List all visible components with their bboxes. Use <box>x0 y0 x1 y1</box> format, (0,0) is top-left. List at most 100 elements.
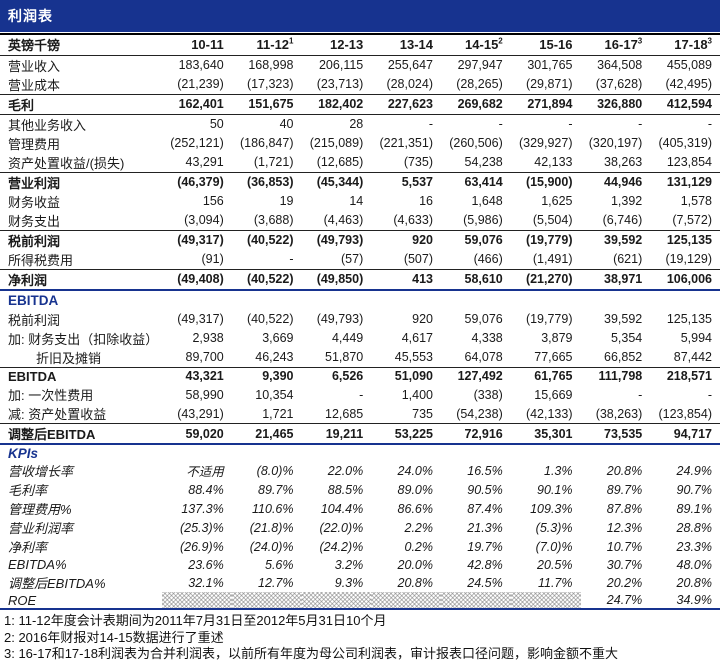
footnote-marker: 3 <box>707 36 712 46</box>
cell-value: 3,669 <box>262 331 294 345</box>
table-header: 英镑千镑 10-11 11-121 12-13 13-14 14-152 15-16 16-1… <box>0 33 720 56</box>
table-row: 营业利润率 (25.3)% (21.8)% (22.0)% 2.2% 21.3% (5.3)… <box>0 518 720 537</box>
cell-value: (7,572) <box>672 213 712 227</box>
cell-value: 40 <box>279 117 294 131</box>
section-title: KPIs <box>8 445 39 461</box>
cell-value: (57) <box>341 252 364 266</box>
cell-value: 19,211 <box>301 423 372 445</box>
cell-value: 326,880 <box>580 93 651 115</box>
cell-value: 131,129 <box>650 171 720 192</box>
cell-value: 162,401 <box>162 93 232 115</box>
cell-value: - <box>498 117 503 131</box>
row-label: 净利率 <box>8 540 48 555</box>
cell-value: 89.1% <box>676 501 712 516</box>
row-label: 营收增长率 <box>8 464 74 479</box>
cell-value: 412,594 <box>650 93 720 115</box>
cell-value: 30.7% <box>606 557 643 572</box>
cell-value: (22.0)% <box>319 520 364 535</box>
cell-value: 301,765 <box>527 58 573 72</box>
row-label: 税前利润 <box>8 312 61 328</box>
table-row: 所得税费用 (91) - (57) (507) (466) (1,491) (621) (19,… <box>0 250 720 270</box>
column-header: 14-152 <box>441 33 511 56</box>
cell-value: (735) <box>403 155 433 169</box>
cell-value: - <box>568 117 573 131</box>
cell-value: 63,414 <box>441 171 511 192</box>
cell-value: (29,871) <box>525 77 573 91</box>
cell-value: 920 <box>412 312 433 326</box>
cell-value: 23.6% <box>188 557 224 572</box>
cell-value: - <box>638 387 643 402</box>
cell-value: 137.3% <box>181 501 224 516</box>
cell-value: 106,006 <box>650 268 720 291</box>
cell-value: (43,291) <box>177 406 224 421</box>
row-label: 税前利润 <box>0 229 162 250</box>
cell-value: 1.3% <box>544 463 573 478</box>
row-label: 毛利 <box>0 93 162 115</box>
table-row: 净利润 (49,408) (40,522) (49,850) 413 58,610 (21,… <box>0 268 720 291</box>
table-row: EBITDA% 23.6% 5.6% 3.2% 20.0% 42.8% 20.5% 30.7%… <box>0 556 720 573</box>
row-label: 管理费用% <box>8 502 72 517</box>
column-header-label: 14-15 <box>465 37 499 53</box>
column-header: 15-16 <box>510 33 581 56</box>
cell-value: (3,688) <box>253 213 294 227</box>
cell-value: (24.0)% <box>249 539 294 554</box>
cell-value: 10.7% <box>606 539 643 554</box>
table-row: 管理费用 (252,121) (186,847) (215,089) (221,351)… <box>0 134 720 153</box>
table-row: 加: 一次性费用 58,990 10,354 - 1,400 (338) 15,669 - - <box>0 385 720 404</box>
cell-value: 94,717 <box>650 423 720 445</box>
row-label: 营业收入 <box>8 58 61 74</box>
cell-value: 28 <box>349 117 364 131</box>
cell-value: 59,076 <box>464 312 503 326</box>
row-label: EBITDA% <box>8 557 67 572</box>
footnote-3: 3: 16-17和17-18利润表为合并利润表，以前所有年度为母公司利润表，审计… <box>4 646 618 661</box>
row-label: 毛利率 <box>8 483 48 498</box>
cell-value: (40,522) <box>246 312 294 326</box>
row-label: 净利润 <box>0 268 162 291</box>
cell-value: (45,344) <box>301 171 372 192</box>
table-row: 其他业务收入 50 40 28 - - - - - <box>0 114 720 134</box>
cell-value: 34.9% <box>650 592 720 610</box>
column-header-label: 17-18 <box>674 37 708 53</box>
cell-value: (25.3)% <box>179 520 224 535</box>
cell-value: 1,392 <box>610 194 643 208</box>
cell-value <box>371 592 441 610</box>
cell-value: 364,508 <box>597 58 643 72</box>
table-row: ROE 24.7% 34.9% <box>0 592 720 610</box>
cell-value <box>162 592 232 610</box>
cell-value: 182,402 <box>301 93 372 115</box>
cell-value: - <box>638 117 643 131</box>
table-row: 财务支出 (3,094) (3,688) (4,463) (4,633) (5,986) (… <box>0 211 720 231</box>
cell-value: (37,628) <box>595 77 643 91</box>
cell-value: (40,522) <box>231 229 302 250</box>
cell-value: 4,338 <box>471 331 503 345</box>
cell-value: (7.0)% <box>535 539 573 554</box>
table-row: 税前利润 (49,317) (40,522) (49,793) 920 59,076 (19… <box>0 310 720 329</box>
cell-value: 19 <box>279 194 294 208</box>
table-row: EBITDA <box>0 290 720 310</box>
cell-value: 1,648 <box>471 194 503 208</box>
cell-value: (1,491) <box>532 252 573 266</box>
cell-value: 54,238 <box>464 155 503 169</box>
table-row: 财务收益 156 19 14 16 1,648 1,625 1,392 1,578 <box>0 192 720 211</box>
cell-value: 735 <box>412 406 433 421</box>
cell-value: (49,793) <box>316 312 364 326</box>
cell-value: 87.8% <box>606 501 643 516</box>
section-title: EBITDA <box>8 292 59 308</box>
cell-value: 35,301 <box>510 423 581 445</box>
column-header-label: 15-16 <box>539 37 573 53</box>
table-row: 折旧及摊销 89,700 46,243 51,870 45,553 64,078 77,66… <box>0 348 720 368</box>
cell-value: 89.0% <box>397 482 433 497</box>
cell-value: 20.8% <box>397 575 433 590</box>
cell-value: - <box>289 252 294 266</box>
footnote-2: 2: 2016年财报对14-15数据进行了重述 <box>4 629 224 645</box>
cell-value <box>441 592 511 610</box>
row-label: 所得税费用 <box>8 252 74 268</box>
cell-value: (40,522) <box>231 268 302 291</box>
cell-value: 20.2% <box>606 575 643 590</box>
cell-value: 12.7% <box>258 575 294 590</box>
cell-value: 271,894 <box>510 93 581 115</box>
cell-value: 73,535 <box>580 423 651 445</box>
cell-value: 42,133 <box>534 155 573 169</box>
cell-value: 413 <box>371 268 441 291</box>
